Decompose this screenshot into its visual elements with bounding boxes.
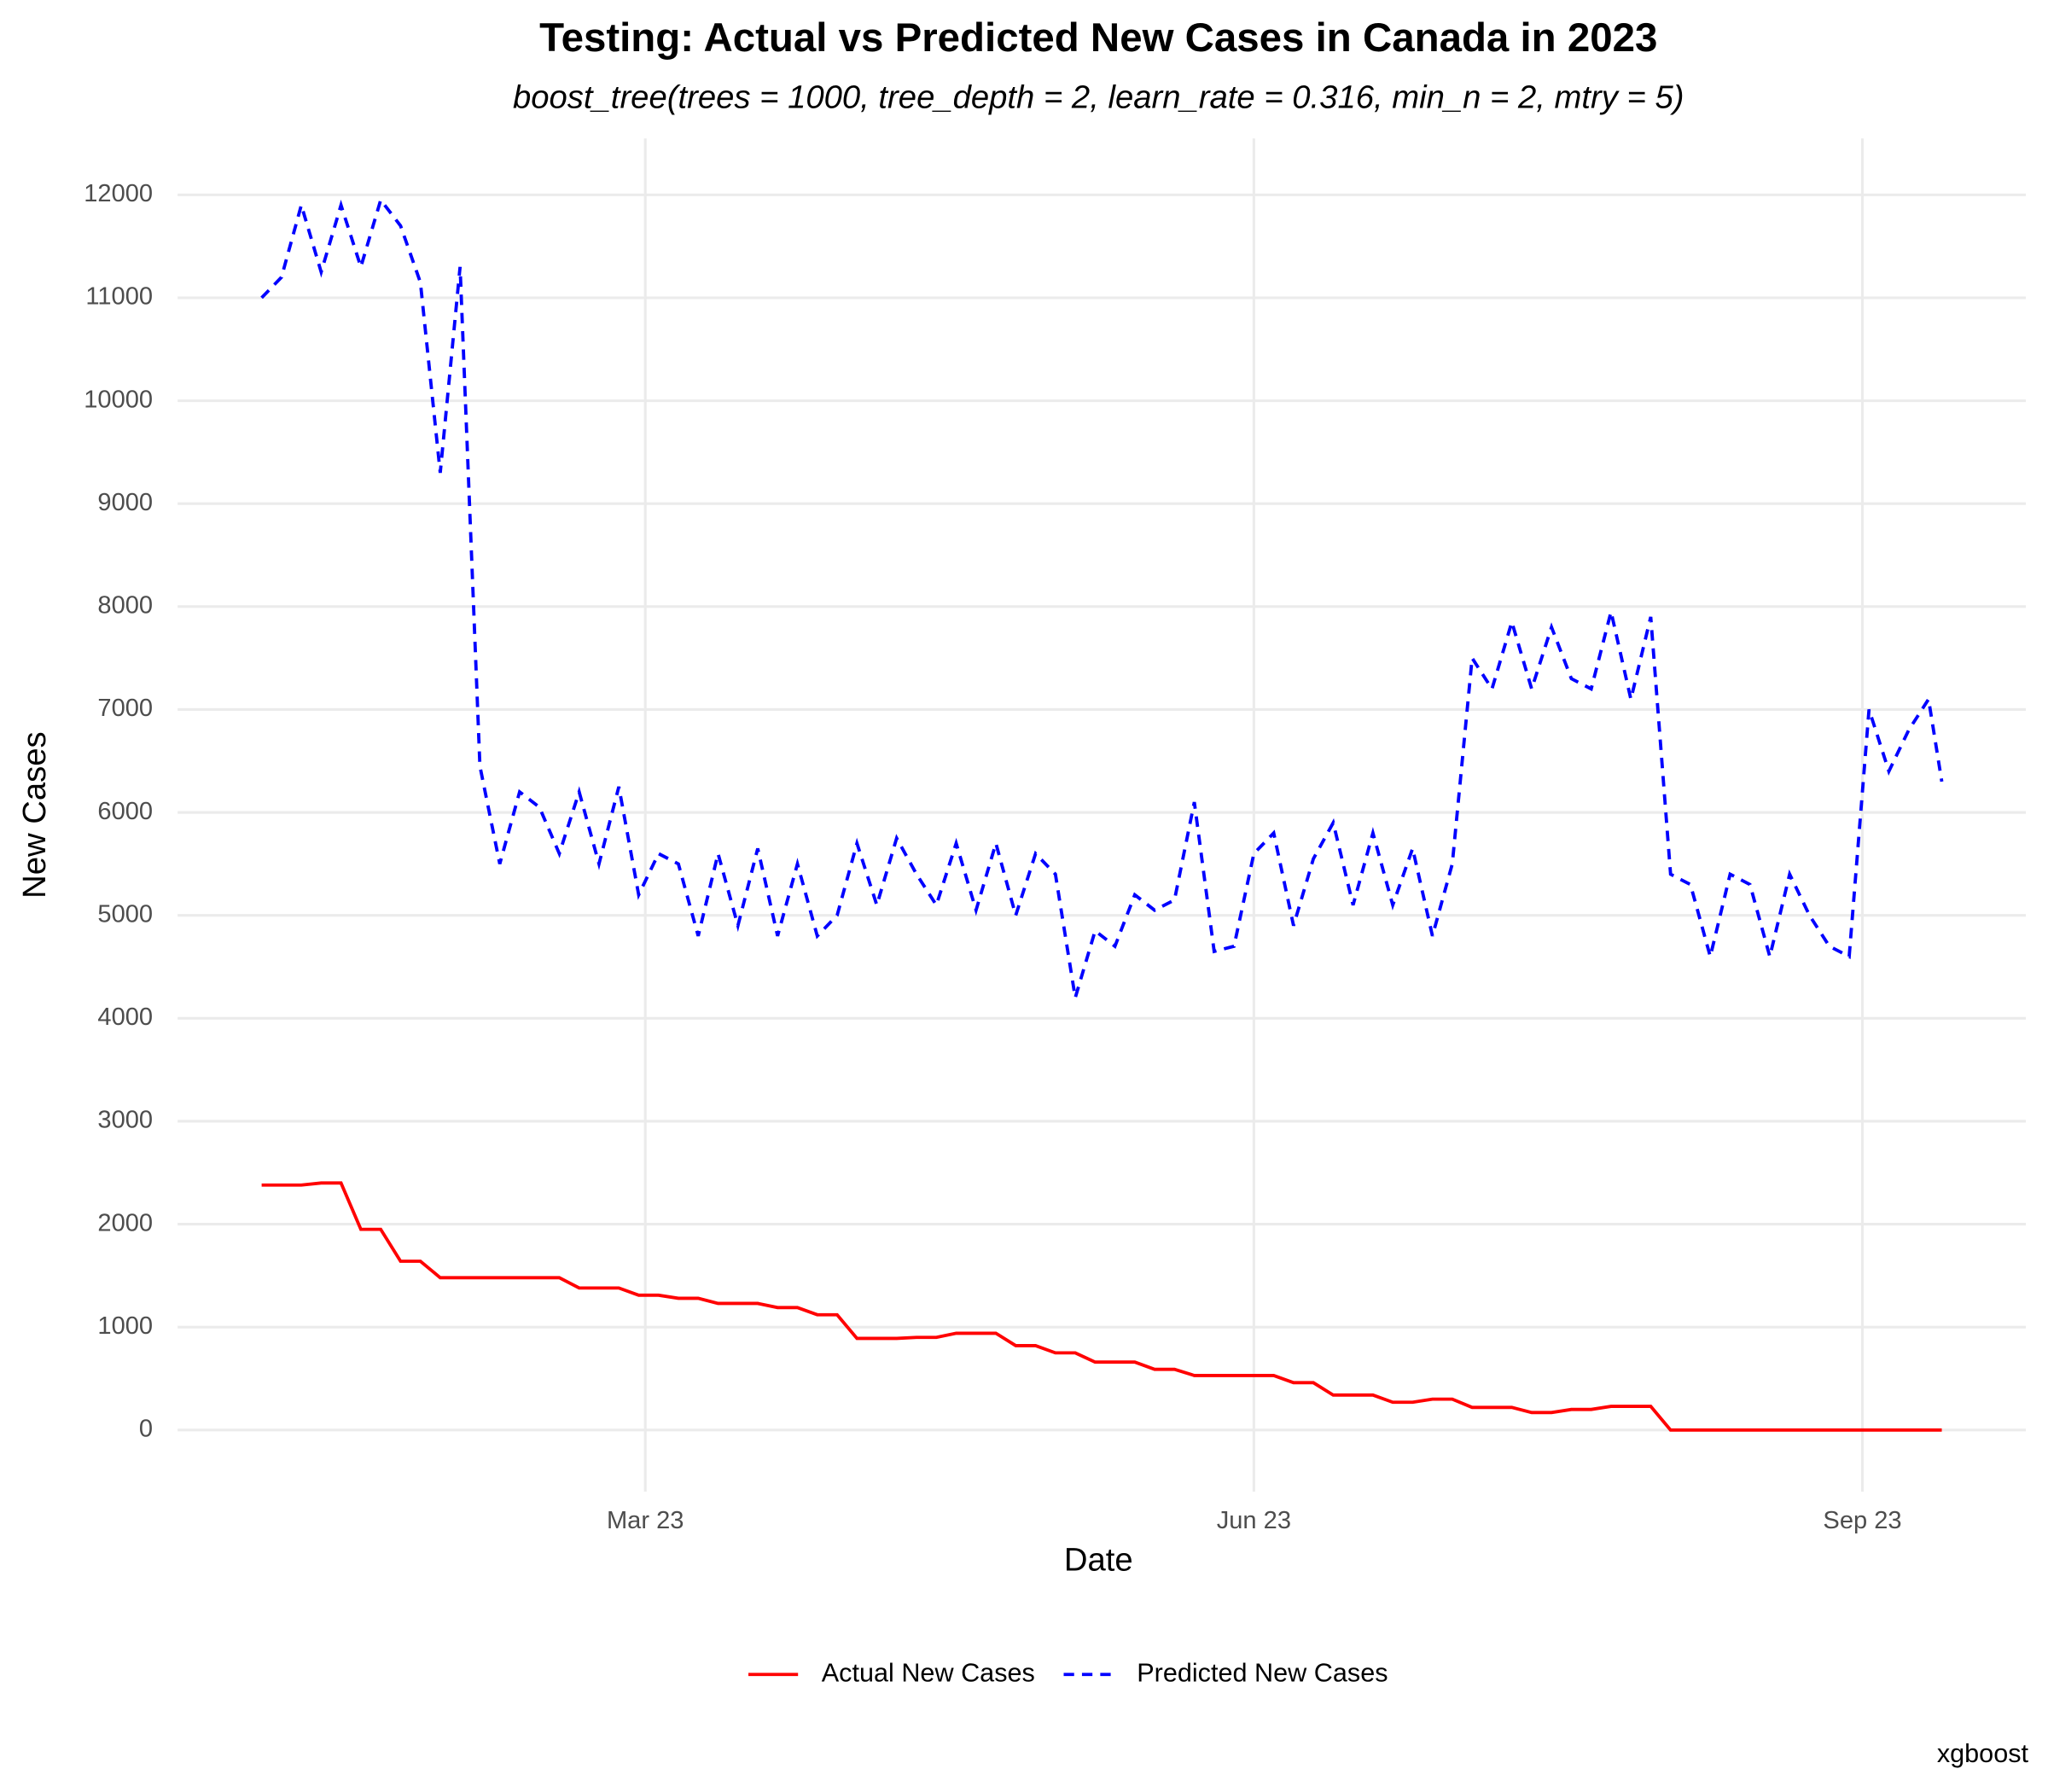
data-line (260, 196, 1944, 998)
chart-subtitle: boost_tree(trees = 1000, tree_depth = 2,… (513, 79, 1684, 115)
y-tick-label: 11000 (85, 283, 153, 311)
data-line (261, 1181, 1942, 1432)
plot-area (260, 196, 1944, 1432)
x-tick-label: Jun 23 (1217, 1507, 1291, 1534)
y-tick-label: 9000 (97, 489, 153, 516)
y-tick-label: 3000 (97, 1107, 153, 1134)
legend: Actual New Cases Predicted New Cases (748, 1658, 1388, 1687)
chart-title: Testing: Actual vs Predicted New Cases i… (539, 15, 1657, 61)
y-tick-label: 2000 (97, 1209, 153, 1236)
y-tick-label: 1000 (97, 1312, 153, 1340)
y-tick-label: 10000 (84, 386, 153, 413)
y-tick-label: 5000 (97, 900, 153, 928)
y-tick-label: 8000 (97, 592, 153, 620)
y-tick-label: 4000 (97, 1004, 153, 1031)
x-axis-title: Date (1064, 1542, 1133, 1579)
legend-label: Actual New Cases (822, 1658, 1035, 1687)
caption: xgboost (1937, 1739, 2029, 1768)
grid: 0 1000 2000 3000 4000 5000 6000 7000 8000 9000 100… (84, 138, 2026, 1534)
legend-label: Predicted New Cases (1137, 1658, 1388, 1687)
y-tick-label: 7000 (97, 695, 153, 722)
y-axis-title: New Cases (16, 731, 53, 899)
y-tick-label: 0 (139, 1416, 153, 1443)
x-tick-label: Sep 23 (1823, 1507, 1901, 1534)
y-tick-label: 6000 (97, 798, 153, 825)
y-tick-label: 12000 (84, 180, 153, 207)
x-tick-label: Mar 23 (607, 1507, 684, 1534)
